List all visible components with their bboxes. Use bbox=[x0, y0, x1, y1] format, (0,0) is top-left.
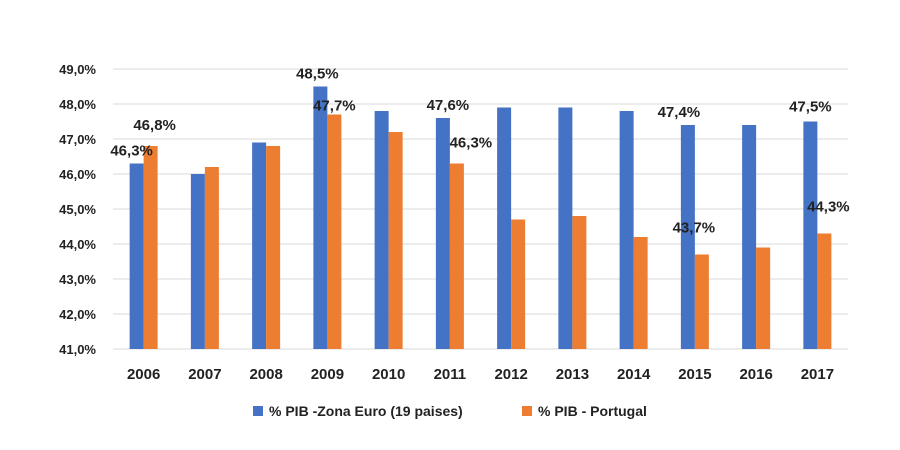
bar-zona-euro-2006 bbox=[129, 163, 144, 349]
data-label: 48,5% bbox=[296, 66, 339, 83]
x-tick-label: 2016 bbox=[739, 366, 772, 383]
bar-portugal-2015 bbox=[694, 254, 709, 349]
bar-zona-euro-2007 bbox=[190, 174, 205, 349]
bar-portugal-2009 bbox=[327, 114, 342, 349]
data-label: 46,3% bbox=[450, 135, 493, 152]
x-tick-label: 2010 bbox=[372, 366, 405, 383]
bar-zona-euro-2009 bbox=[313, 86, 328, 349]
data-label: 47,5% bbox=[789, 99, 832, 116]
bar-zona-euro-2017 bbox=[803, 121, 818, 349]
bar-portugal-2012 bbox=[511, 219, 526, 349]
y-tick-label: 42,0% bbox=[59, 307, 96, 322]
bar-portugal-2014 bbox=[633, 237, 648, 349]
y-tick-label: 44,0% bbox=[59, 237, 96, 252]
bar-portugal-2013 bbox=[572, 216, 587, 349]
bar-zona-euro-2010 bbox=[374, 111, 389, 349]
data-label: 44,3% bbox=[807, 199, 850, 216]
x-tick-label: 2013 bbox=[556, 366, 589, 383]
legend: % PIB -Zona Euro (19 paises) % PIB - Port… bbox=[253, 403, 647, 419]
x-tick-label: 2017 bbox=[801, 366, 834, 383]
y-tick-label: 47,0% bbox=[59, 132, 96, 147]
data-labels: 46,3% 46,8% 48,5% 47,7% 47,6% 46,3% 47,4% 43,7%… bbox=[110, 66, 849, 237]
x-tick-label: 2011 bbox=[434, 366, 467, 383]
bar-portugal-2008 bbox=[266, 146, 281, 349]
data-label: 46,8% bbox=[133, 117, 176, 134]
bar-zona-euro-2012 bbox=[497, 107, 512, 349]
bar-zona-euro-2008 bbox=[252, 142, 267, 349]
bars bbox=[129, 86, 832, 349]
x-tick-label: 2008 bbox=[249, 366, 282, 383]
bar-portugal-2016 bbox=[756, 247, 771, 349]
x-tick-label: 2015 bbox=[678, 366, 711, 383]
legend-swatch bbox=[253, 406, 263, 416]
data-label: 46,3% bbox=[110, 143, 153, 160]
y-tick-label: 45,0% bbox=[59, 202, 96, 217]
data-label: 47,7% bbox=[313, 98, 356, 115]
bar-zona-euro-2011 bbox=[435, 118, 450, 349]
grid bbox=[113, 68, 848, 350]
bar-portugal-2017 bbox=[817, 233, 832, 349]
data-label: 47,6% bbox=[427, 97, 470, 114]
x-tick-label: 2006 bbox=[127, 366, 160, 383]
bar-zona-euro-2014 bbox=[619, 111, 634, 349]
y-tick-label: 48,0% bbox=[59, 97, 96, 112]
y-tick-label: 49,0% bbox=[59, 62, 96, 77]
bar-zona-euro-2015 bbox=[680, 125, 695, 349]
y-tick-label: 43,0% bbox=[59, 272, 96, 287]
y-tick-label: 41,0% bbox=[59, 342, 96, 357]
x-axis-ticks: 2006 2007 2008 2009 2010 2011 2012 2013 2014 2015… bbox=[127, 366, 834, 383]
x-tick-label: 2007 bbox=[188, 366, 221, 383]
bar-portugal-2007 bbox=[204, 167, 219, 349]
bar-portugal-2006 bbox=[143, 146, 158, 349]
bar-portugal-2011 bbox=[449, 163, 464, 349]
bar-zona-euro-2016 bbox=[742, 125, 757, 349]
legend-label: % PIB - Portugal bbox=[538, 403, 647, 419]
bar-portugal-2010 bbox=[388, 132, 403, 349]
x-tick-label: 2012 bbox=[494, 366, 527, 383]
legend-label: % PIB -Zona Euro (19 paises) bbox=[269, 403, 463, 419]
legend-swatch bbox=[522, 406, 532, 416]
y-tick-label: 46,0% bbox=[59, 167, 96, 182]
y-axis-ticks: 41,0% 42,0% 43,0% 44,0% 45,0% 46,0% 47,0% 48,0%… bbox=[59, 62, 96, 357]
x-tick-label: 2009 bbox=[311, 366, 344, 383]
x-tick-label: 2014 bbox=[617, 366, 651, 383]
data-label: 47,4% bbox=[658, 104, 701, 121]
data-label: 43,7% bbox=[673, 220, 716, 237]
bar-zona-euro-2013 bbox=[558, 107, 573, 349]
